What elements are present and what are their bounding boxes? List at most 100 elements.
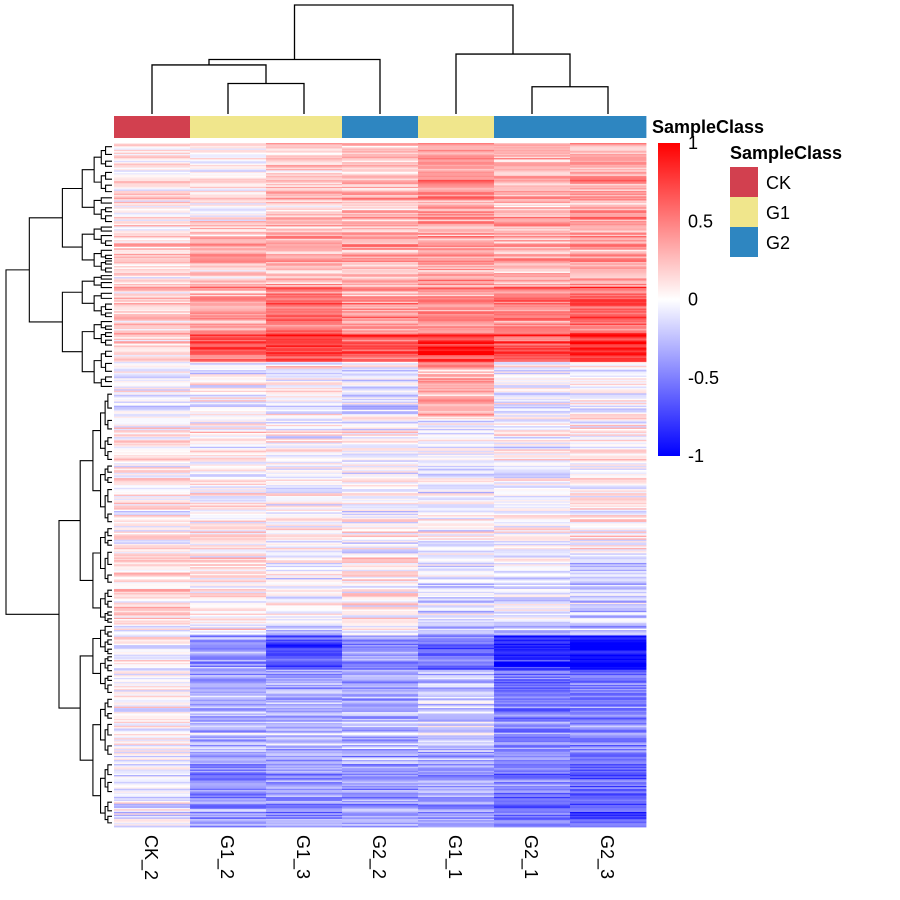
heatmap-cell <box>418 175 495 178</box>
heatmap-cell <box>114 759 191 762</box>
heatmap-cell <box>494 437 571 439</box>
heatmap-cell <box>266 506 343 509</box>
heatmap-cell <box>266 490 343 493</box>
heatmap-cell <box>494 446 571 449</box>
heatmap-cell <box>570 196 647 199</box>
heatmap-cell <box>570 709 647 712</box>
column-label: CK_2 <box>140 835 161 880</box>
heatmap-cell <box>570 550 647 553</box>
heatmap-cell <box>342 755 419 758</box>
heatmap-cell <box>266 796 343 799</box>
heatmap-cell <box>266 348 343 350</box>
heatmap-cell <box>494 350 571 353</box>
heatmap-cell <box>190 371 267 374</box>
heatmap-cell <box>570 630 647 632</box>
heatmap-cell <box>114 818 191 821</box>
heatmap-cell <box>266 365 343 368</box>
heatmap-cell <box>570 489 647 491</box>
heatmap-cell <box>494 516 571 519</box>
heatmap-cell <box>418 423 495 426</box>
heatmap-cell <box>114 519 191 521</box>
heatmap-cell <box>570 312 647 315</box>
heatmap-cell <box>266 624 343 627</box>
heatmap-cell <box>418 435 495 438</box>
heatmap-cell <box>342 279 419 282</box>
heatmap-cell <box>494 468 571 471</box>
heatmap-cell <box>418 781 495 784</box>
heatmap-cell <box>418 750 495 753</box>
heatmap-cell <box>494 344 571 346</box>
heatmap-cell <box>418 610 495 613</box>
heatmap-cell <box>342 732 419 735</box>
heatmap-cell <box>342 212 419 215</box>
heatmap-cell <box>266 787 343 790</box>
heatmap-cell <box>266 521 343 524</box>
heatmap-cell <box>494 442 571 445</box>
heatmap-cell <box>494 272 571 275</box>
heatmap-cell <box>266 277 343 279</box>
heatmap-cell <box>190 746 267 749</box>
heatmap-cell <box>570 809 647 811</box>
heatmap-cell <box>342 286 419 289</box>
heatmap-cell <box>342 415 419 417</box>
dendrogram-branch <box>107 664 112 672</box>
heatmap-cell <box>114 754 191 757</box>
heatmap-cell <box>570 614 647 617</box>
heatmap-cell <box>190 725 267 728</box>
heatmap-cell <box>342 531 419 534</box>
heatmap-cell <box>342 620 419 623</box>
heatmap-cell <box>570 275 647 278</box>
heatmap-cell <box>342 257 419 260</box>
heatmap-cell <box>570 824 647 827</box>
heatmap-cell <box>494 152 571 155</box>
heatmap-cell <box>494 647 571 650</box>
heatmap-cell <box>570 747 647 750</box>
heatmap-cell <box>342 690 419 692</box>
heatmap-cell <box>190 597 267 599</box>
heatmap-cell <box>342 621 419 624</box>
heatmap-cell <box>494 513 571 516</box>
heatmap-cell <box>418 199 495 201</box>
heatmap-cell <box>190 743 267 746</box>
heatmap-cell <box>190 703 267 706</box>
heatmap-cell <box>190 729 267 732</box>
heatmap-cell <box>570 638 647 640</box>
heatmap-cell <box>114 231 191 234</box>
heatmap-cell <box>114 699 191 702</box>
heatmap-cell <box>494 526 571 528</box>
heatmap-cell <box>418 238 495 241</box>
heatmap-cell <box>418 408 495 411</box>
heatmap-cell <box>494 751 571 754</box>
heatmap-cell <box>114 344 191 346</box>
heatmap-cell <box>494 727 571 729</box>
heatmap-cell <box>570 575 647 578</box>
heatmap-cell <box>418 259 495 262</box>
heatmap-cell <box>418 616 495 619</box>
heatmap-cell <box>266 665 343 668</box>
heatmap-cell <box>418 733 495 736</box>
heatmap-cell <box>266 814 343 817</box>
dendrogram-branch <box>58 519 81 709</box>
heatmap-cell <box>494 623 571 625</box>
heatmap-cell <box>190 731 267 734</box>
heatmap-cell <box>342 315 419 318</box>
heatmap-cell <box>570 588 647 591</box>
heatmap-cell <box>190 409 267 412</box>
heatmap-cell <box>266 200 343 203</box>
heatmap-cell <box>114 593 191 595</box>
heatmap-cell <box>342 391 419 394</box>
heatmap-cell <box>342 434 419 437</box>
heatmap-cell <box>418 656 495 658</box>
heatmap-cell <box>494 505 571 508</box>
heatmap-cell <box>114 461 191 464</box>
heatmap-cell <box>342 695 419 698</box>
heatmap-cell <box>418 375 495 378</box>
heatmap-cell <box>570 236 647 238</box>
heatmap-cell <box>570 415 647 417</box>
dendrogram-branch <box>100 306 106 316</box>
heatmap-cell <box>494 246 571 249</box>
heatmap-cell <box>114 676 191 679</box>
dendrogram-branch <box>92 724 101 797</box>
heatmap-cell <box>190 717 267 720</box>
heatmap-cell <box>342 583 419 586</box>
